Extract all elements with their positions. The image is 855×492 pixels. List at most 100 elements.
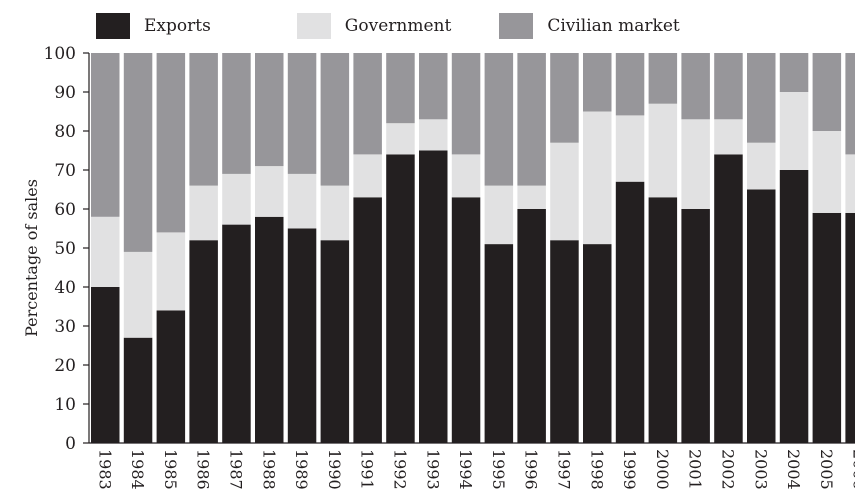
bar-exports-1996 — [517, 209, 546, 443]
bar-civilian-market-1994 — [451, 53, 481, 155]
legend-item-civilian-market: Civilian market — [499, 13, 680, 39]
bar-civilian-market-1988 — [255, 53, 284, 167]
bar-civilian-market-2001 — [681, 53, 710, 120]
x-tick-label-1988: 1988 — [259, 449, 278, 490]
y-tick-label-40: 40 — [54, 278, 76, 298]
bar-exports-1989 — [287, 228, 317, 443]
y-tick-label-90: 90 — [54, 83, 76, 103]
bar-government-1986 — [189, 185, 218, 241]
bar-exports-1985 — [156, 310, 186, 443]
bar-civilian-market-1997 — [550, 53, 579, 143]
bars-group — [91, 53, 855, 443]
x-tick-label-1991: 1991 — [358, 449, 377, 490]
x-tick-label-1989: 1989 — [292, 449, 311, 490]
bar-civilian-market-1998 — [583, 53, 612, 112]
bar-exports-1991 — [353, 197, 382, 443]
bar-government-1999 — [615, 115, 645, 182]
x-tick-label-1985: 1985 — [161, 449, 180, 490]
legend-label-exports: Exports — [144, 16, 211, 36]
bar-government-1995 — [484, 185, 514, 245]
legend-item-government: Government — [296, 13, 452, 39]
bar-exports-1992 — [386, 154, 415, 443]
bar-exports-1994 — [451, 197, 481, 443]
bar-government-1997 — [550, 142, 579, 241]
y-tick-label-0: 0 — [65, 434, 76, 454]
bar-government-1990 — [320, 185, 350, 241]
bar-civilian-market-1993 — [419, 53, 448, 120]
bar-exports-2002 — [714, 154, 743, 443]
bar-government-1998 — [583, 111, 612, 245]
bar-government-1994 — [451, 154, 481, 198]
y-tick-label-60: 60 — [54, 200, 76, 220]
x-tick-label-1996: 1996 — [522, 449, 541, 490]
legend-swatch-government — [296, 13, 331, 39]
bar-civilian-market-2003 — [747, 53, 776, 143]
x-tick-label-2004: 2004 — [784, 449, 803, 490]
bar-exports-1999 — [615, 181, 645, 443]
legend-item-exports: Exports — [96, 13, 211, 39]
bar-government-2004 — [779, 92, 809, 170]
y-tick-label-80: 80 — [54, 122, 76, 142]
x-tick-label-1983: 1983 — [95, 449, 114, 490]
y-tick-label-10: 10 — [54, 395, 76, 415]
x-tick-label-1990: 1990 — [325, 449, 344, 490]
bar-government-2006 — [845, 154, 855, 213]
bar-civilian-market-1985 — [156, 53, 186, 233]
legend-label-civilian-market: Civilian market — [547, 16, 680, 36]
x-tick-label-1995: 1995 — [489, 449, 508, 490]
bar-government-1991 — [353, 154, 382, 198]
bar-government-1984 — [123, 251, 153, 338]
y-tick-label-20: 20 — [54, 356, 76, 376]
x-tick-label-1993: 1993 — [423, 449, 442, 490]
legend-label-government: Government — [344, 16, 452, 36]
bar-government-1988 — [255, 166, 284, 217]
bar-civilian-market-1984 — [123, 53, 153, 252]
bar-civilian-market-1996 — [517, 53, 546, 186]
axes-group: 0 10 20 30 40 50 60 70 80 90 100 Percentage of sale… — [22, 44, 855, 490]
bar-government-1993 — [419, 119, 448, 151]
bar-civilian-market-1992 — [386, 53, 415, 124]
bar-exports-1986 — [189, 240, 218, 443]
x-tick-label-1998: 1998 — [587, 449, 606, 490]
x-tick-label-2003: 2003 — [751, 449, 770, 490]
bar-government-2001 — [681, 119, 710, 209]
bar-civilian-market-1986 — [189, 53, 218, 186]
bar-exports-1988 — [255, 216, 284, 443]
bar-civilian-market-1991 — [353, 53, 382, 155]
bar-exports-1983 — [91, 287, 120, 443]
y-tick-label-70: 70 — [54, 161, 76, 181]
y-tick-label-50: 50 — [54, 239, 76, 259]
bar-civilian-market-1983 — [91, 53, 120, 217]
x-tick-label-1987: 1987 — [226, 449, 245, 490]
bar-government-2005 — [812, 131, 842, 213]
bar-civilian-market-1995 — [484, 53, 514, 186]
bar-exports-1987 — [222, 224, 251, 443]
bar-exports-2006 — [845, 212, 855, 443]
bar-civilian-market-1990 — [320, 53, 350, 186]
bar-exports-2005 — [812, 212, 842, 443]
bar-civilian-market-1999 — [615, 53, 645, 116]
legend: Exports Government Civilian market — [96, 12, 724, 40]
y-axis-label: Percentage of sales — [22, 179, 41, 337]
bar-civilian-market-2004 — [779, 53, 809, 92]
legend-swatch-exports — [96, 13, 130, 39]
bar-exports-2004 — [779, 170, 809, 443]
bar-government-1983 — [91, 216, 120, 287]
bar-civilian-market-2002 — [714, 53, 743, 120]
x-tick-label-2001: 2001 — [686, 449, 705, 490]
bar-civilian-market-2005 — [812, 53, 842, 131]
y-tick-label-100: 100 — [44, 44, 76, 64]
x-tick-label-1986: 1986 — [194, 449, 213, 490]
bar-government-1987 — [222, 173, 251, 225]
x-tick-label-1984: 1984 — [128, 449, 147, 490]
bar-government-1989 — [287, 173, 317, 229]
bar-exports-2003 — [747, 189, 776, 443]
bar-government-2003 — [747, 142, 776, 190]
bar-government-2000 — [648, 103, 678, 198]
bar-government-1985 — [156, 232, 186, 311]
x-tick-label-2002: 2002 — [718, 449, 737, 490]
x-tick-label-2000: 2000 — [653, 449, 672, 490]
legend-swatch-civilian-market — [499, 13, 534, 39]
bar-exports-1984 — [123, 337, 153, 443]
